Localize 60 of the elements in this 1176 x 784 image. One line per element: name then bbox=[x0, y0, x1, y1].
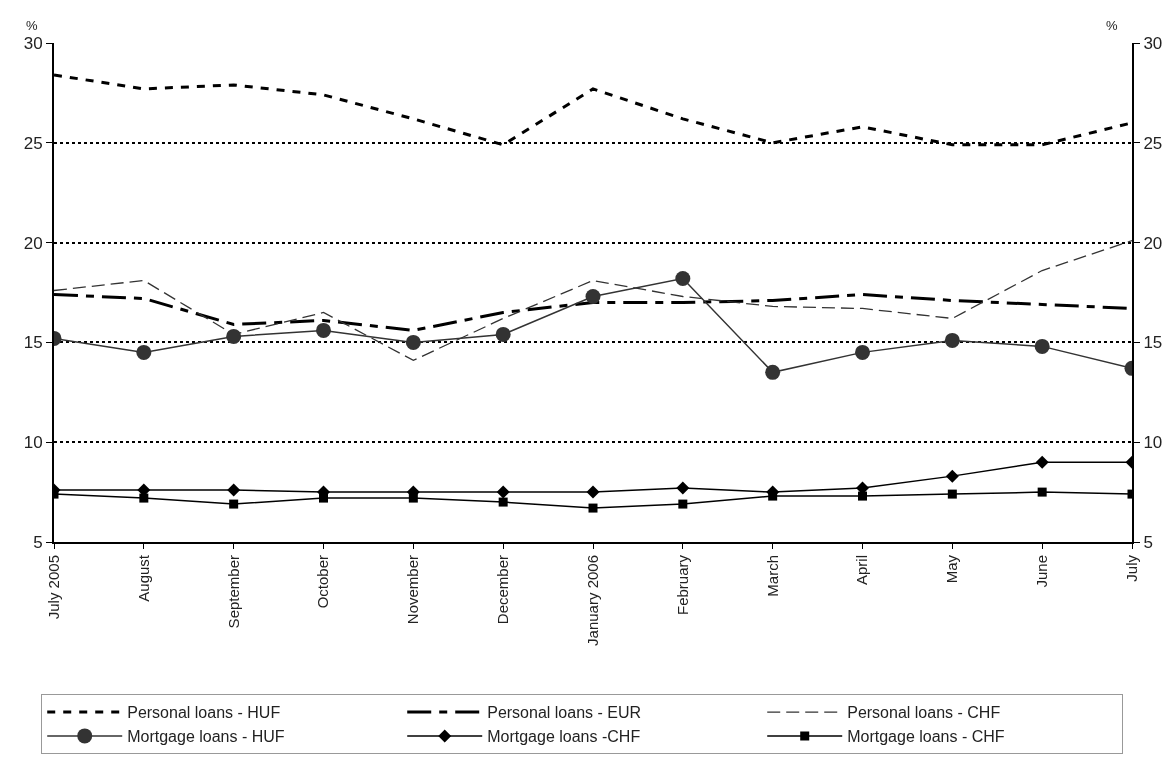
x-tick-label: July 2005 bbox=[44, 555, 62, 620]
y-tick-label: 15 bbox=[23, 333, 43, 353]
x-tick-label: September bbox=[224, 555, 242, 629]
point bbox=[319, 493, 328, 503]
y-tick-label: 10 bbox=[23, 433, 43, 453]
y2-tick-label: 10 bbox=[1143, 433, 1163, 453]
point bbox=[945, 469, 959, 483]
x-tick-label: February bbox=[673, 554, 691, 616]
legend-label: Personal loans - CHF bbox=[847, 704, 1001, 722]
x-tick-label: July bbox=[1122, 554, 1140, 582]
point bbox=[227, 483, 241, 497]
x-tick-label: August bbox=[134, 554, 152, 602]
point bbox=[1034, 338, 1050, 354]
x-tick-label: May bbox=[943, 554, 961, 584]
point bbox=[676, 481, 690, 495]
point bbox=[405, 334, 421, 350]
y-tick-label: 30 bbox=[23, 33, 43, 53]
legend-label: Mortgage loans - CHF bbox=[847, 728, 1005, 746]
y2-tick-label: 15 bbox=[1143, 333, 1163, 353]
point bbox=[858, 491, 867, 501]
y-axis-title: % bbox=[26, 18, 38, 33]
legend-label: Mortgage loans - HUF bbox=[127, 728, 285, 746]
point bbox=[136, 344, 152, 360]
point bbox=[495, 326, 511, 342]
point bbox=[855, 344, 870, 360]
point bbox=[588, 503, 598, 513]
y2-tick-label: 20 bbox=[1143, 233, 1163, 253]
x-tick-label: April bbox=[853, 555, 871, 586]
point bbox=[498, 497, 508, 507]
point bbox=[765, 364, 781, 380]
point bbox=[1035, 455, 1049, 469]
point bbox=[947, 489, 957, 499]
y2-tick-label: 5 bbox=[1143, 532, 1153, 552]
point bbox=[226, 328, 242, 344]
y-tick-label: 20 bbox=[23, 233, 43, 253]
x-tick-label: October bbox=[314, 555, 332, 609]
x-tick-label: November bbox=[404, 555, 422, 625]
x-tick-label: June bbox=[1033, 555, 1051, 588]
x-tick-label: March bbox=[763, 555, 781, 597]
legend-label: Mortgage loans -CHF bbox=[487, 728, 641, 746]
point bbox=[1037, 487, 1047, 497]
point bbox=[316, 322, 331, 338]
x-tick-label: December bbox=[494, 555, 512, 625]
point bbox=[496, 485, 510, 499]
y2-axis-title: % bbox=[1106, 18, 1118, 33]
point bbox=[139, 493, 149, 503]
legend-label: Personal loans - EUR bbox=[487, 704, 642, 722]
y-tick-label: 25 bbox=[23, 133, 43, 153]
point bbox=[678, 499, 688, 509]
point bbox=[675, 271, 691, 287]
legend-label: Personal loans - HUF bbox=[127, 704, 281, 722]
point bbox=[408, 493, 418, 503]
point bbox=[229, 499, 239, 509]
point bbox=[944, 332, 960, 348]
y2-tick-label: 25 bbox=[1143, 133, 1163, 153]
point bbox=[585, 288, 601, 304]
y-tick-label: 5 bbox=[33, 532, 43, 552]
x-tick-label: January 2006 bbox=[583, 555, 601, 646]
point bbox=[586, 485, 600, 499]
y2-tick-label: 30 bbox=[1143, 33, 1163, 53]
